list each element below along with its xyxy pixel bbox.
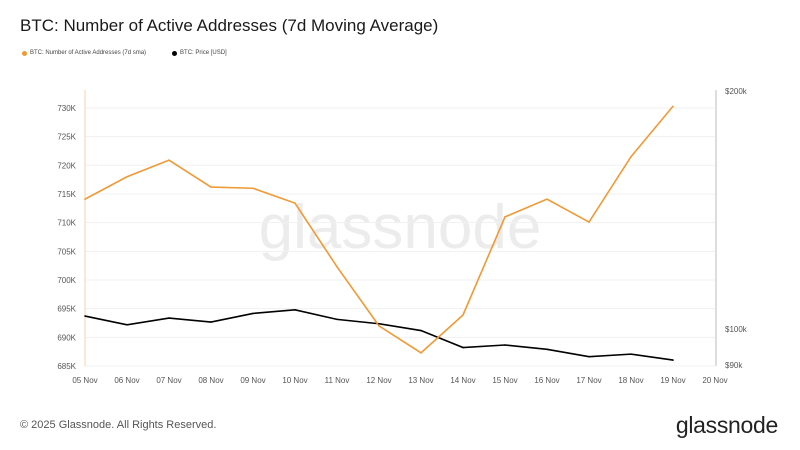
legend-item-price[interactable]: BTC: Price [USD] [172,50,227,56]
active-addresses-point [210,186,212,188]
y-left-tick-label: 705K [57,247,76,256]
y-right-tick-label: $100k [725,325,748,334]
active-addresses-point [630,155,632,158]
copyright: © 2025 Glassnode. All Rights Reserved. [20,419,217,431]
legend-label: BTC: Price [USD] [180,50,227,56]
price-point [168,317,170,319]
active-addresses-point [336,266,338,268]
x-tick-label: 06 Nov [114,376,139,385]
price-point [588,355,590,358]
y-left-tick-label: 695K [57,305,76,314]
legend-label: BTC: Number of Active Addresses (7d sma) [30,50,147,56]
active-addresses-point [378,325,380,327]
y-left-tick-label: 730K [57,104,76,113]
x-tick-label: 19 Nov [660,376,685,385]
price-point [336,318,338,321]
price-point [294,309,296,311]
x-tick-label: 08 Nov [198,376,223,385]
price-point [420,329,422,332]
y-left-tick-label: 690K [57,333,76,342]
price-point [378,322,380,325]
active-addresses-point [420,352,422,354]
x-tick-label: 11 Nov [325,376,350,385]
active-addresses-point [462,314,464,316]
watermark: glassnode [259,193,542,262]
x-tick-label: 16 Nov [534,376,559,385]
y-right-tick-label: $90k [725,361,743,370]
price-line [84,309,674,361]
x-tick-label: 05 Nov [72,376,97,385]
price-point [126,323,128,326]
price-point [210,321,212,323]
chart-title: BTC: Number of Active Addresses (7d Movi… [20,16,439,35]
price-point [630,353,632,355]
x-tick-label: 10 Nov [282,376,307,385]
price-point [504,344,506,346]
x-tick-label: 17 Nov [576,376,601,385]
active-addresses-point [168,159,170,161]
price-point [252,312,254,315]
x-tick-label: 12 Nov [366,376,391,385]
legend-dot-icon [22,50,27,56]
y-left-tick-label: 725K [57,133,76,142]
active-addresses-point [252,187,254,190]
x-tick-label: 14 Nov [450,376,475,385]
y-left-tick-label: 700K [57,276,76,285]
x-tick-label: 15 Nov [492,376,517,385]
legend: BTC: Number of Active Addresses (7d sma)… [22,50,227,56]
legend-dot-icon [172,50,178,56]
active-addresses-point [588,221,590,223]
price-point [672,359,674,361]
active-addresses-point [126,175,128,178]
x-tick-label: 07 Nov [156,376,181,385]
x-tick-label: 20 Nov [702,376,727,385]
active-addresses-point [504,216,506,218]
y-left-tick-label: 715K [57,190,76,199]
price-point [546,348,548,351]
active-addresses-point [294,202,296,204]
price-point [462,346,464,349]
y-right-tick-label: $200k [725,87,748,96]
x-tick-label: 13 Nov [408,376,433,385]
active-addresses-point [84,198,86,200]
glassnode-logo: glassnode [675,412,778,438]
active-addresses-point [672,105,674,108]
x-tick-label: 18 Nov [618,376,643,385]
x-tick-label: 09 Nov [240,376,265,385]
y-left-tick-label: 685K [57,362,76,371]
legend-item-active-addresses[interactable]: BTC: Number of Active Addresses (7d sma) [22,50,146,56]
y-left-tick-label: 720K [57,161,76,170]
price-point [84,315,86,317]
y-left-tick-label: 710K [57,219,76,228]
active-addresses-point [546,198,548,200]
